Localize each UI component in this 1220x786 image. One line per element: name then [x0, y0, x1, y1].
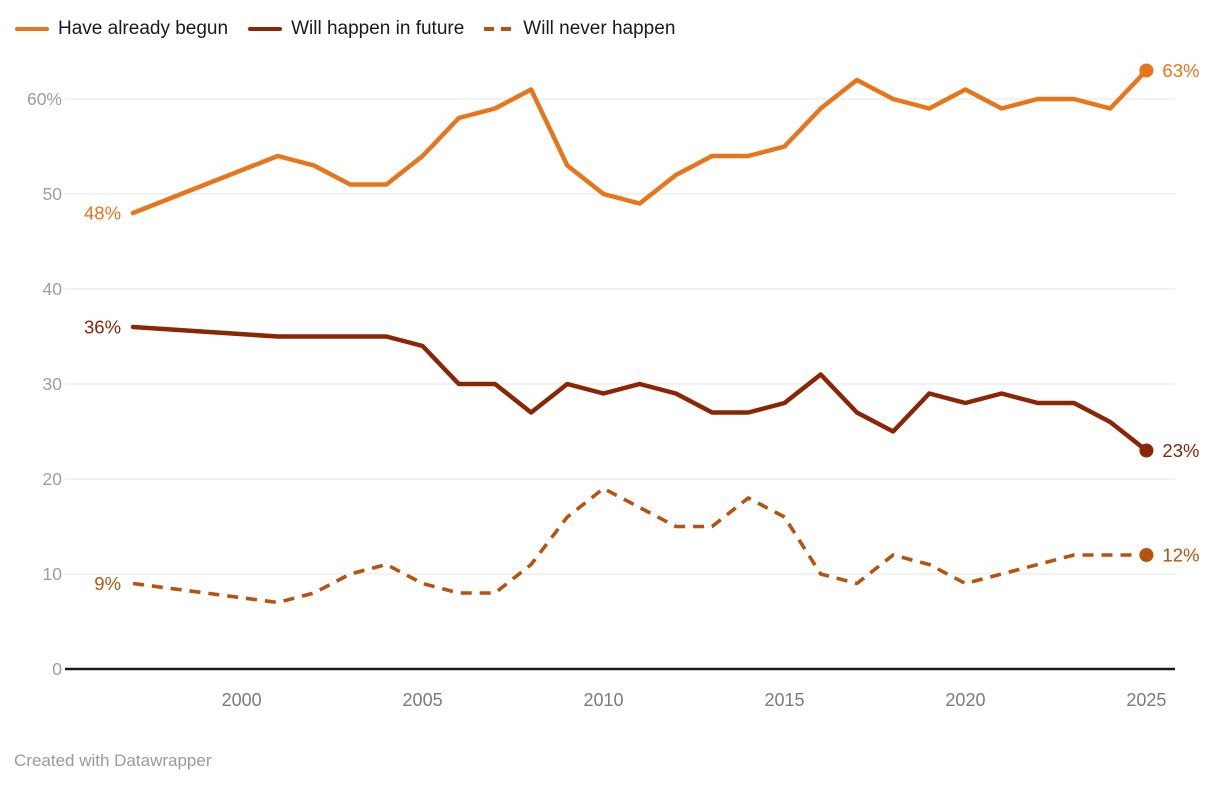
- solid-line-swatch-icon: [248, 27, 283, 31]
- line-series-have-already-begun: [130, 68, 1149, 216]
- series-end-value-label: 12%: [1162, 545, 1199, 566]
- end-point-dot: [1139, 548, 1154, 562]
- x-tick-label: 2000: [222, 690, 262, 710]
- legend-item-label: Will never happen: [523, 18, 676, 39]
- legend-item-will-happen-in-future: Will happen in future: [248, 18, 464, 40]
- end-point-dot: [1139, 63, 1154, 78]
- line-series-will-happen-in-future: [130, 324, 1149, 453]
- series-end-value-label: 63%: [1162, 60, 1199, 81]
- legend: Have already begun Will happen in future…: [15, 18, 675, 40]
- legend-item-have-already-begun: Have already begun: [15, 18, 228, 40]
- legend-item-label: Will happen in future: [291, 18, 465, 39]
- y-tick-label: 30: [43, 374, 63, 394]
- y-tick-label: 60%: [27, 89, 62, 109]
- y-tick-label: 20: [43, 469, 63, 489]
- series-start-value-label: 9%: [94, 573, 121, 594]
- solid-line-swatch-icon: [15, 27, 49, 31]
- dashed-line-swatch-icon: [484, 27, 515, 31]
- line-series-will-never-happen: [132, 486, 1147, 605]
- y-tick-label: 40: [43, 279, 63, 299]
- legend-item-label: Have already begun: [58, 18, 229, 39]
- x-tick-label: 2010: [584, 690, 624, 710]
- x-tick-label: 2020: [945, 690, 985, 710]
- x-tick-label: 2015: [764, 690, 804, 710]
- y-tick-label: 50: [43, 184, 63, 204]
- x-tick-label: 2025: [1126, 690, 1166, 710]
- y-tick-label: 0: [52, 659, 62, 679]
- series-start-value-label: 48%: [84, 203, 121, 224]
- x-tick-label: 2005: [403, 690, 443, 710]
- series-end-value-label: 23%: [1162, 440, 1199, 461]
- series-start-value-label: 36%: [84, 317, 121, 338]
- legend-item-will-never-happen: Will never happen: [484, 18, 675, 40]
- end-point-dot: [1139, 443, 1154, 458]
- datawrapper-credit[interactable]: Created with Datawrapper: [14, 751, 212, 770]
- y-tick-label: 10: [43, 564, 63, 584]
